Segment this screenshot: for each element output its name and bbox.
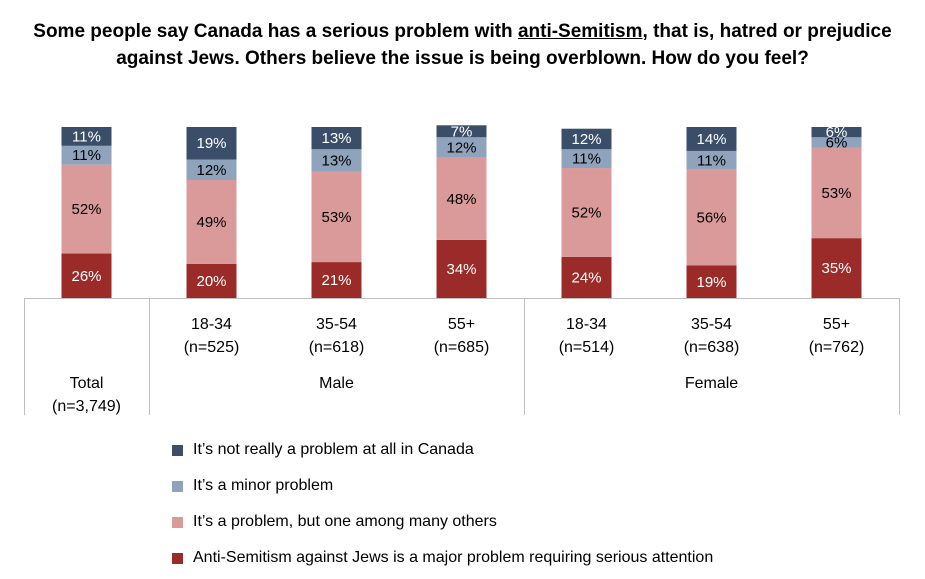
category-sample-size: (n=638) [684, 339, 740, 356]
data-label: 34% [446, 261, 476, 278]
legend-label: Anti-Semitism against Jews is a major pr… [193, 549, 714, 566]
category-sample-size: (n=514) [559, 339, 615, 356]
data-label: 12% [446, 140, 476, 157]
category-label: 55+ [448, 316, 475, 333]
category-sample-size: (n=685) [434, 339, 490, 356]
bar-segment [61, 164, 112, 254]
data-label: 53% [321, 209, 351, 226]
category-label: 18-34 [191, 316, 232, 333]
data-label: 53% [821, 185, 851, 202]
data-label: 24% [571, 269, 601, 286]
bar-segment [686, 150, 737, 170]
group-label: Female [685, 375, 738, 392]
data-label: 19% [196, 135, 226, 152]
category-sample-size: (n=762) [809, 339, 865, 356]
data-label: 6% [826, 134, 848, 151]
bar-segment [186, 159, 237, 181]
legend-item: It’s a minor problem [172, 468, 713, 504]
bar-segment [436, 157, 487, 240]
bar-segment [311, 127, 362, 150]
data-label: 7% [451, 123, 473, 140]
bar-segment [561, 168, 612, 257]
bar-segment [311, 262, 362, 298]
category-sample-size: (n=618) [309, 339, 365, 356]
bar-segment [561, 128, 612, 150]
bar-segment [186, 127, 237, 160]
bar-segment [811, 147, 862, 239]
legend-swatch [172, 444, 183, 456]
data-label: 26% [71, 268, 101, 285]
legend-label: It’s a minor problem [193, 477, 334, 494]
data-label: 52% [71, 201, 101, 218]
legend-swatch [172, 516, 183, 528]
bar-segment [61, 253, 112, 298]
data-label: 48% [446, 191, 476, 208]
group-label: Male [319, 375, 354, 392]
data-label: 20% [196, 273, 226, 290]
bar-segment [186, 263, 237, 298]
legend-item: Anti-Semitism against Jews is a major pr… [172, 540, 713, 576]
category-label: Total [70, 375, 104, 392]
data-label: 13% [321, 152, 351, 169]
category-sample-size: (n=525) [184, 339, 240, 356]
data-label: 13% [321, 130, 351, 147]
title-text-underlined: anti-Semitism [517, 21, 643, 42]
bar-segment [686, 127, 737, 151]
bar-segment [811, 137, 862, 148]
data-label: 11% [697, 152, 726, 169]
bar-segment [311, 171, 362, 263]
title-text-after: , that is, hatred or prejudice against J… [116, 21, 892, 69]
bar-segment [436, 137, 487, 158]
data-label: 12% [196, 162, 226, 179]
data-label: 49% [196, 214, 226, 231]
legend-item: It’s a problem, but one among many other… [172, 504, 713, 540]
bar-segment [61, 127, 112, 146]
legend-label: It’s a problem, but one among many other… [193, 513, 497, 530]
bar-segment [811, 127, 862, 138]
bar-segment [61, 145, 112, 165]
legend-item: It’s not really a problem at all in Cana… [172, 432, 713, 468]
data-label: 35% [821, 260, 851, 277]
data-label: 11% [72, 147, 101, 164]
category-sample-size: (n=3,749) [52, 398, 121, 415]
data-label: 6% [826, 124, 848, 141]
category-label: 35-54 [316, 316, 357, 333]
bar-segment [561, 149, 612, 169]
data-label: 52% [571, 205, 601, 222]
bar-segment [686, 169, 737, 266]
bar-segment [436, 239, 487, 298]
chart-legend: It’s not really a problem at all in Cana… [172, 432, 713, 576]
bar-segment [686, 265, 737, 298]
legend-label: It’s not really a problem at all in Cana… [193, 441, 474, 458]
title-text-before: Some people say Canada has a serious pro… [33, 21, 518, 42]
data-label: 21% [321, 272, 351, 289]
data-label: 11% [72, 128, 101, 145]
legend-swatch [172, 552, 183, 564]
chart-title: Some people say Canada has a serious pro… [0, 18, 925, 72]
data-label: 12% [571, 131, 601, 148]
data-label: 56% [696, 210, 726, 227]
category-label: 55+ [823, 316, 850, 333]
bar-segment [811, 238, 862, 298]
data-label: 14% [696, 131, 726, 148]
bar-segment [436, 125, 487, 138]
bar-segment [561, 256, 612, 298]
category-label: 35-54 [691, 316, 732, 333]
bar-segment [311, 149, 362, 172]
category-label: 18-34 [566, 316, 607, 333]
data-label: 11% [572, 151, 601, 168]
bar-segment [186, 180, 237, 264]
data-label: 19% [696, 274, 726, 291]
legend-swatch [172, 480, 183, 492]
